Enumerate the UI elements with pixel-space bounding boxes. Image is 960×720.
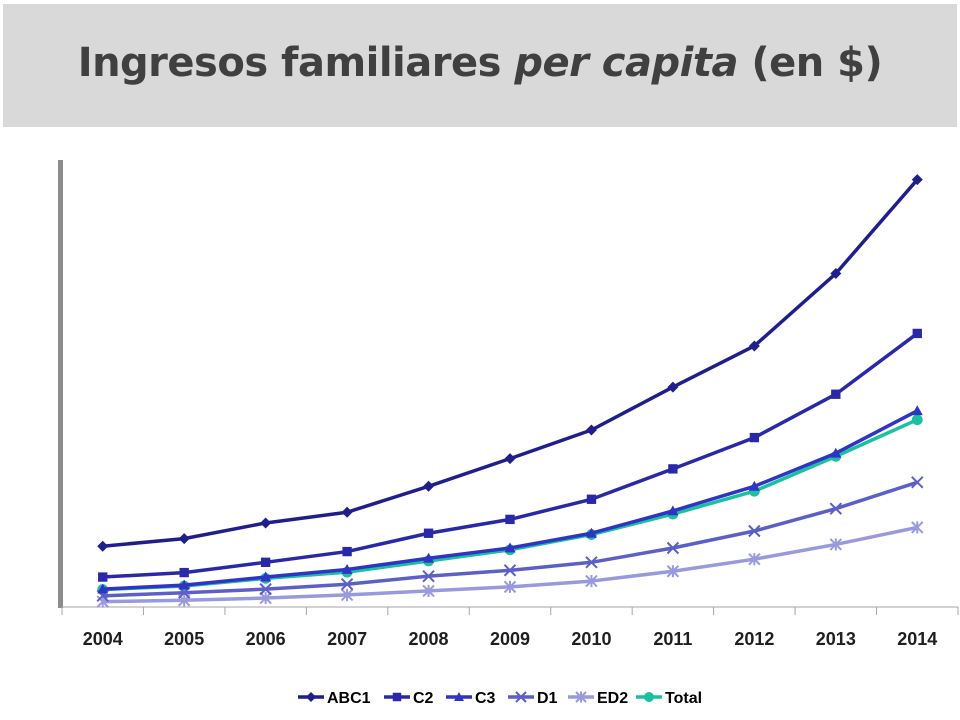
data-point-c3 [585,527,597,538]
data-point-c2 [260,557,271,567]
data-point-ed2 [503,580,517,594]
page-title: Ingresos familiares per capita (en $) [3,40,957,86]
data-point-ed2 [585,574,598,588]
data-point-abc1 [341,506,353,518]
data-point-c3 [178,579,190,590]
data-point-c3 [911,405,923,416]
x-tick-label: 2009 [490,629,530,649]
x-tick-label: 2004 [83,629,123,649]
title-band: Ingresos familiares per capita (en $) [3,4,957,127]
data-point-d1 [503,564,517,577]
data-point-abc1 [423,480,435,492]
data-point-c3 [667,505,679,516]
data-point-c2 [179,567,189,578]
legend-marker-c3 [454,692,464,701]
x-tick-label: 2013 [816,629,856,649]
data-point-ed2 [829,538,843,551]
title-prefix: Ingresos familiares [77,40,515,86]
data-point-c3 [830,447,842,458]
data-point-ed2 [340,588,354,602]
data-point-c2 [342,546,352,557]
legend-marker-abc1 [306,692,316,702]
title-italic: per capita [514,40,738,86]
x-tick-label: 2010 [571,629,611,649]
data-point-c2 [831,389,841,399]
data-point-c2 [912,328,922,339]
data-point-ed2 [666,565,680,578]
data-point-c3 [260,571,272,582]
data-point-c3 [748,480,760,491]
data-point-c3 [341,563,353,574]
data-point-ed2 [911,521,924,534]
legend-label-d1: D1 [537,690,558,707]
legend-label-ed2: ED2 [597,690,628,707]
y-axis-line [58,160,63,608]
data-point-d1 [911,476,924,489]
series-line-total [102,418,918,592]
data-point-d1 [666,541,680,555]
data-point-abc1 [830,268,842,280]
data-point-abc1 [504,453,516,465]
data-point-c2 [505,514,515,525]
x-tick-label: 2012 [734,629,774,649]
data-point-ed2 [422,584,435,598]
data-point-c3 [423,552,435,563]
data-point-c3 [504,542,516,553]
legend-marker-total [644,692,654,702]
data-point-c2 [586,494,597,504]
legend-label-total: Total [665,690,702,707]
data-point-ed2 [96,595,109,608]
series-line-abc1 [102,178,919,548]
data-point-ed2 [259,591,272,605]
legend-marker-d1 [515,691,527,703]
legend-label-c2: C2 [413,690,434,707]
x-tick-label: 2005 [164,629,204,649]
data-point-c2 [423,528,434,538]
data-point-abc1 [97,540,109,552]
data-point-c2 [98,572,108,582]
data-point-abc1 [178,533,190,545]
x-tick-label: 2011 [653,629,692,649]
data-point-d1 [422,569,435,583]
data-point-d1 [340,577,354,591]
data-point-d1 [748,524,761,538]
x-tick-label: 2006 [246,629,286,649]
x-tick-label: 2007 [327,629,367,649]
legend-label-abc1: ABC1 [327,690,371,707]
data-point-ed2 [748,552,761,566]
data-point-c2 [668,464,678,474]
x-tick-label: 2008 [409,629,449,649]
data-point-d1 [829,502,843,515]
data-point-d1 [585,556,598,569]
title-suffix: (en $) [737,40,883,86]
data-point-abc1 [667,381,679,393]
legend-label-c3: C3 [475,690,496,707]
legend-marker-c2 [392,692,402,702]
series-line-d1 [102,480,918,598]
data-point-c3 [97,583,109,594]
data-point-abc1 [748,340,760,352]
series-line-c3 [102,409,919,591]
data-point-abc1 [911,174,923,186]
data-point-d1 [259,582,272,596]
data-point-abc1 [260,517,272,529]
data-point-total [911,414,923,426]
data-point-c2 [749,432,760,443]
legend-marker-ed2 [575,691,587,703]
data-point-abc1 [585,424,597,436]
x-tick-label: 2014 [897,629,937,649]
